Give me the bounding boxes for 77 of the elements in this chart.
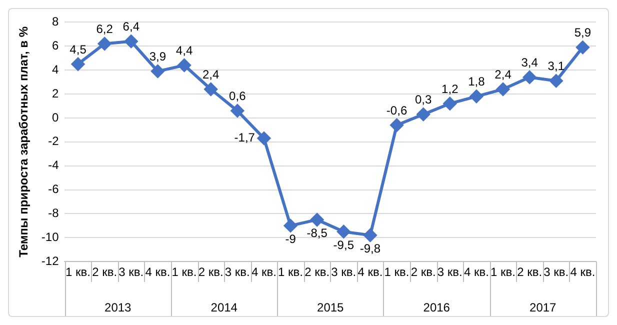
data-label: -9: [285, 232, 296, 246]
data-label: -9,5: [333, 238, 354, 252]
y-tick-label: -12: [41, 254, 60, 268]
y-tick-label: -2: [48, 134, 60, 148]
x-tick-label: 1 кв.: [490, 265, 516, 280]
data-label: 2,4: [494, 68, 512, 82]
x-tick-label: 2 кв.: [304, 265, 330, 280]
y-tick-label: -10: [41, 230, 60, 244]
x-tick-label: 2 кв.: [410, 265, 436, 280]
point: [364, 228, 377, 242]
data-label: -0,6: [386, 103, 408, 118]
data-label: 0,6: [229, 89, 246, 104]
x-tick-label: 3 кв.: [224, 265, 250, 280]
point: [523, 70, 536, 84]
data-label: 5,9: [574, 26, 592, 40]
y-tick-label: 4: [52, 62, 60, 76]
data-label: -8,5: [306, 226, 328, 240]
data-label: 4,5: [70, 42, 87, 56]
point: [550, 74, 563, 88]
point: [337, 225, 350, 238]
data-label: 3,4: [521, 56, 538, 70]
text: 2016: [423, 300, 450, 314]
data-label: 0,3: [415, 92, 432, 107]
data-label: 1,8: [468, 74, 486, 89]
point: [390, 118, 404, 132]
x-tick-label: 4 кв.: [358, 265, 383, 280]
x-tick-label: 2 кв.: [92, 265, 118, 280]
y-tick-label: 2: [52, 86, 60, 100]
x-tick-label: 4 кв.: [145, 265, 170, 280]
data-label: 4,4: [176, 44, 193, 58]
point: [470, 90, 483, 103]
x-tick-label: 3 кв.: [544, 265, 569, 280]
x-tick-label: 2 кв.: [517, 265, 542, 280]
x-tick-label: 3 кв.: [331, 265, 356, 280]
text: 2015: [317, 300, 344, 314]
point: [443, 97, 456, 110]
text: 2017: [530, 300, 557, 314]
x-tick-label: 1 кв.: [384, 265, 410, 280]
point: [204, 82, 218, 96]
x-tick-label: 4 кв.: [570, 265, 596, 280]
x-tick-label: 2 кв.: [198, 265, 224, 280]
data-label: 2,4: [202, 68, 220, 82]
point: [124, 34, 138, 48]
point: [576, 40, 590, 54]
point: [230, 104, 244, 118]
y-tick-label: -8: [48, 206, 60, 220]
point: [178, 58, 191, 72]
x-tick-label: 1 кв.: [172, 265, 197, 280]
x-tick-label: 4 кв.: [464, 265, 489, 280]
point: [257, 132, 270, 145]
point: [98, 37, 112, 50]
data-label: 1,2: [442, 82, 459, 96]
data-label: -9,8: [360, 242, 381, 256]
x-tick-label: 4 кв.: [251, 265, 276, 280]
y-tick-label: 8: [52, 14, 60, 29]
point: [284, 219, 298, 232]
point: [151, 64, 164, 78]
data-label: 6,2: [96, 22, 114, 36]
x-tick-label: 1 кв.: [66, 265, 91, 280]
text: 2013: [104, 300, 132, 314]
data-label: 3,9: [149, 50, 166, 64]
y-tick-label: -6: [48, 182, 60, 196]
x-tick-label: 3 кв.: [118, 265, 144, 280]
data-label: -1,7: [234, 130, 256, 145]
text: 2014: [210, 300, 238, 314]
data-label: 3,1: [548, 59, 565, 74]
data-label: 6,4: [122, 20, 140, 34]
y-axis-title: Темпы прироста заработных плат, в %: [16, 26, 31, 258]
point: [496, 82, 510, 96]
y-tick-label: -4: [48, 158, 60, 172]
point: [72, 58, 85, 71]
point: [416, 108, 430, 121]
y-tick-label: 0: [52, 110, 60, 124]
x-tick-label: 3 кв.: [437, 265, 462, 280]
x-tick-label: 1 кв.: [278, 265, 304, 280]
y-tick-label: 6: [52, 38, 60, 52]
point: [310, 213, 324, 226]
